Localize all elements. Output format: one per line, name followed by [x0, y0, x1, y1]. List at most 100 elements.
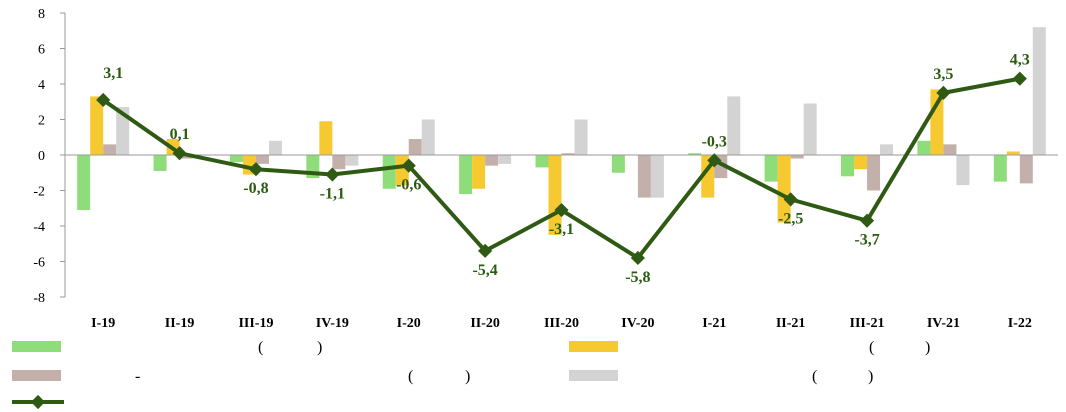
x-tick-label: II-19 — [165, 316, 195, 331]
legend-swatch-yellow — [569, 341, 618, 352]
x-tick-label: IV-20 — [621, 316, 654, 331]
bar-series-1-I-19 — [77, 155, 91, 211]
line-data-label: 4,3 — [1010, 52, 1030, 69]
bar-series-4-III-20 — [574, 119, 588, 155]
bar-series-1-III-19 — [229, 155, 243, 163]
bar-series-4-I-21 — [727, 96, 741, 155]
line-point-I-20 — [401, 158, 416, 173]
bar-series-3-IV-21 — [943, 144, 957, 155]
x-tick-label: IV-19 — [316, 316, 349, 331]
x-tick-label: I-19 — [91, 316, 115, 331]
bar-series-2-I-22 — [1006, 151, 1020, 155]
bar-series-2-IV-19 — [319, 121, 333, 155]
x-tick-label: I-20 — [397, 316, 421, 331]
bar-series-1-III-20 — [535, 155, 549, 168]
bar-series-4-III-19 — [268, 140, 282, 155]
line-data-label: -5,8 — [625, 269, 650, 286]
x-tick-label: II-21 — [776, 316, 806, 331]
y-tick-label: -6 — [33, 256, 45, 271]
bar-series-3-III-20 — [561, 153, 575, 155]
y-tick-label: -2 — [33, 185, 45, 200]
bar-series-3-III-19 — [255, 155, 269, 164]
x-tick-label: I-22 — [1008, 316, 1032, 331]
legend-text: ) — [465, 368, 470, 385]
bar-series-3-III-21 — [867, 155, 881, 191]
bar-series-3-I-22 — [1019, 155, 1033, 184]
bar-series-4-IV-21 — [956, 155, 970, 186]
y-tick-label: 2 — [38, 114, 45, 129]
line-point-III-19 — [248, 162, 264, 177]
line-point-II-20 — [478, 243, 493, 258]
legend-text: ( — [812, 368, 817, 385]
y-tick-label: -4 — [33, 220, 45, 235]
bar-series-1-I-20 — [382, 155, 396, 189]
line-data-label: -0,3 — [702, 133, 727, 150]
y-tick-label: 8 — [38, 7, 45, 22]
bar-series-3-II-20 — [485, 155, 499, 166]
bar-series-4-II-20 — [498, 155, 512, 164]
bar-series-4-II-21 — [803, 103, 817, 155]
line-data-label: -5,4 — [472, 262, 497, 279]
bar-series-3-II-21 — [790, 155, 804, 159]
line-point-III-20 — [554, 202, 569, 218]
x-tick-label: IV-21 — [927, 316, 960, 331]
bar-series-4-IV-20 — [650, 155, 664, 198]
bar-series-3-IV-19 — [332, 155, 346, 170]
bar-series-1-III-21 — [841, 155, 855, 177]
line-point-I-21 — [707, 153, 722, 168]
bar-series-2-III-21 — [854, 155, 868, 170]
bar-series-1-II-21 — [764, 155, 778, 182]
line-point-III-21 — [859, 213, 875, 228]
y-axis: -8 -6 -4 -2 0 2 4 6 8 — [33, 7, 66, 306]
bar-series-3-II-19 — [179, 155, 193, 159]
bar-series-1-I-22 — [993, 155, 1007, 182]
line-data-label: -3,7 — [854, 232, 879, 249]
bar-series-1-II-19 — [153, 155, 167, 171]
bar-series-3-I-20 — [408, 139, 422, 155]
legend-text: ) — [317, 339, 322, 356]
y-tick-label: 6 — [38, 43, 45, 58]
bar-series-4-III-21 — [880, 144, 894, 155]
legend-text: ( — [408, 368, 413, 385]
legend-swatch-green — [12, 341, 61, 352]
bar-series-4-I-20 — [421, 119, 435, 155]
bars — [77, 27, 1046, 235]
bar-series-1-IV-20 — [611, 155, 625, 173]
bar-series-3-IV-20 — [637, 155, 651, 198]
line-data-label: 3,5 — [933, 66, 953, 83]
legend-swatch-marker — [30, 394, 46, 410]
y-tick-label: -8 — [33, 291, 45, 306]
x-axis-labels: I-19 II-19 III-19 IV-19 I-20 II-20 III-20 IV-20… — [91, 316, 1032, 331]
x-tick-label: III-21 — [850, 316, 885, 331]
x-tick-label: III-20 — [544, 316, 579, 331]
line-data-label: -3,1 — [549, 221, 574, 238]
line-point-I-22 — [1012, 71, 1027, 86]
line-data-label: -2,5 — [778, 210, 803, 227]
bar-series-2-I-19 — [90, 96, 104, 155]
legend: () () - () () — [12, 339, 930, 410]
line-data-label: -1,1 — [320, 186, 345, 203]
line-series: 3,1 0,1 -0,8 -1,1 -0,6 -5,4 -3,1 -5,8 -0,3 -2,5 -3… — [96, 52, 1030, 286]
legend-swatch-brown — [12, 370, 61, 381]
bar-series-4-IV-19 — [345, 155, 359, 166]
line-point-II-21 — [783, 192, 798, 207]
bar-series-2-II-20 — [472, 155, 486, 189]
x-tick-label: II-20 — [470, 316, 500, 331]
legend-swatch-gray — [569, 370, 618, 381]
y-tick-label: 0 — [38, 149, 45, 164]
bar-series-4-I-19 — [116, 107, 130, 155]
line-point-IV-20 — [630, 250, 645, 266]
legend-text: ( — [869, 339, 874, 356]
line-data-label: 3,1 — [103, 65, 123, 82]
line-data-label: 0,1 — [170, 126, 190, 143]
bar-series-2-II-21 — [777, 155, 791, 223]
line-point-IV-21 — [936, 85, 951, 100]
legend-text: - — [135, 368, 140, 385]
legend-text: ( — [258, 339, 263, 356]
bar-series-3-I-19 — [103, 144, 117, 155]
x-tick-label: I-21 — [702, 316, 726, 331]
legend-text: ) — [868, 368, 873, 385]
bar-series-1-II-20 — [459, 155, 473, 195]
bar-series-1-I-21 — [688, 153, 702, 155]
